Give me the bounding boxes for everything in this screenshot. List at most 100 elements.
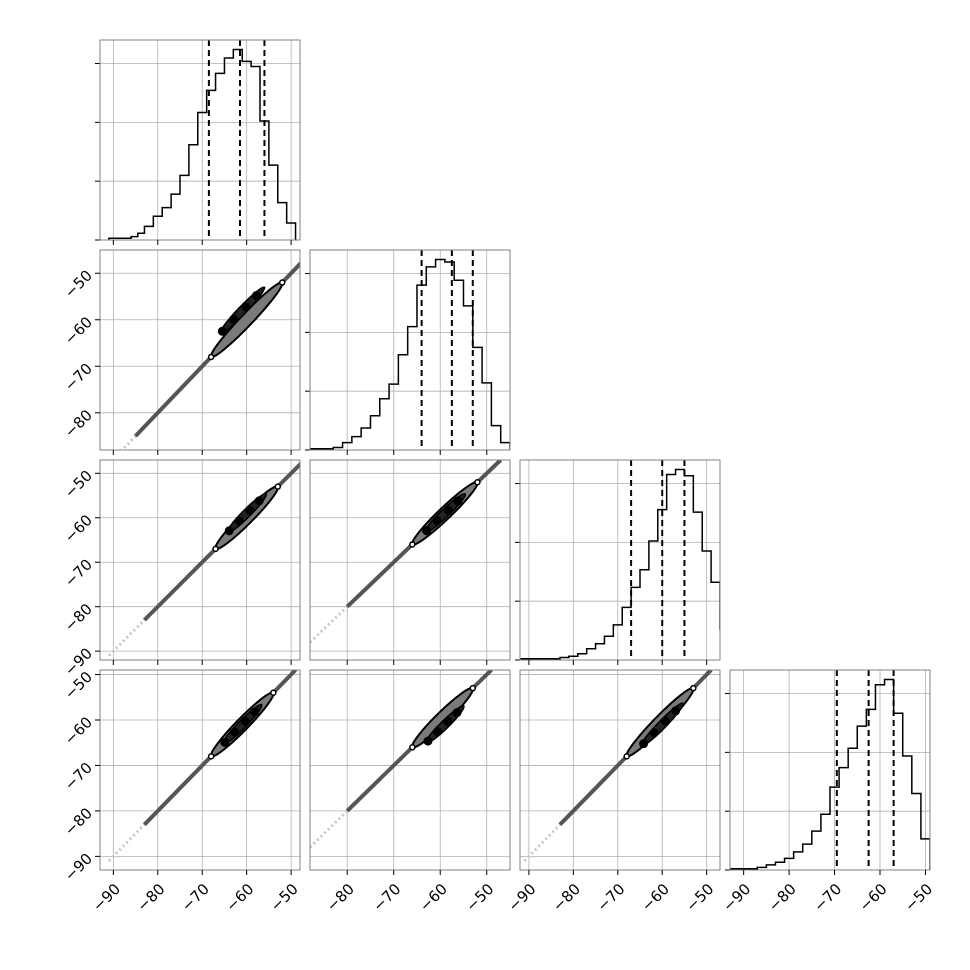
panel-3-2: −90 −80 −70 −60 −50 — [505, 669, 721, 915]
y-tick-label: −60 — [61, 713, 96, 748]
density-peak — [217, 326, 227, 336]
panel-content — [310, 460, 510, 660]
contour-end-point — [207, 353, 215, 361]
y-tick-label: −70 — [61, 360, 96, 395]
panel-3-3: −90 −80 −70 −60 −50 — [719, 669, 936, 915]
panel-3-0: −90 −80 −70 −60 −50−50−60−70−80−90 — [61, 668, 302, 915]
panel-content — [310, 250, 510, 450]
y-tick-label: −90 — [61, 850, 96, 885]
panel-content — [520, 670, 720, 870]
density-peak — [661, 716, 671, 726]
panel-frame — [99, 249, 301, 451]
panel-frame — [729, 669, 931, 871]
panel-content — [100, 460, 300, 660]
panel-frame — [309, 669, 511, 871]
density-peak — [251, 291, 261, 301]
panel-2-1 — [309, 459, 511, 665]
x-tick-label: −90 — [505, 880, 540, 915]
panel-content — [100, 250, 300, 450]
panel-1-1 — [305, 249, 511, 455]
density-peak — [240, 716, 250, 726]
panel-frame — [99, 459, 301, 661]
density-peak — [433, 727, 443, 737]
panel-content — [730, 670, 930, 870]
contour-end-point — [207, 753, 215, 760]
x-tick-label: −60 — [638, 880, 673, 915]
panel-content — [520, 460, 720, 660]
histogram-step — [310, 258, 510, 450]
x-tick-label: −50 — [267, 880, 302, 915]
x-tick-label: −80 — [765, 880, 800, 915]
x-tick-label: −50 — [901, 880, 936, 915]
density-peak — [250, 707, 260, 717]
density-peak — [220, 737, 230, 747]
density-peak — [234, 516, 244, 526]
histogram-step — [108, 48, 297, 240]
y-tick-label: −60 — [61, 313, 96, 348]
panel-0-0 — [95, 39, 301, 245]
panel-content — [310, 670, 510, 870]
density-peak — [229, 314, 239, 324]
contour-end-point — [623, 753, 630, 760]
panel-content — [100, 40, 300, 240]
density-peak — [230, 727, 240, 737]
x-tick-label: −60 — [856, 880, 891, 915]
x-tick-label: −50 — [682, 880, 717, 915]
y-tick-label: −80 — [61, 600, 96, 635]
y-tick-label: −60 — [61, 511, 96, 546]
density-peak — [241, 302, 251, 312]
panel-3-1: −80 −70 −60 −50 — [309, 669, 511, 915]
density-peak — [423, 736, 433, 746]
density-peak — [453, 496, 463, 506]
panel-frame — [309, 459, 511, 661]
density-peak — [443, 717, 453, 727]
panel-frame — [519, 669, 721, 871]
x-tick-label: −60 — [416, 880, 451, 915]
contour-end-point — [278, 279, 286, 286]
density-peak — [224, 526, 234, 536]
density-peak — [671, 706, 681, 716]
x-tick-label: −80 — [549, 880, 584, 915]
panel-1-0: −50 −60 −70 −80 — [61, 249, 301, 455]
contour-end-point — [270, 689, 277, 696]
panel-frame — [309, 249, 511, 451]
x-tick-label: −70 — [369, 880, 404, 915]
density-peak — [245, 505, 255, 515]
y-tick-label: −70 — [61, 556, 96, 591]
density-peak — [432, 516, 442, 526]
x-tick-label: −70 — [178, 880, 213, 915]
x-tick-label: −90 — [719, 880, 754, 915]
contour-end-point — [469, 684, 477, 692]
density-peak — [649, 728, 659, 738]
density-peak — [422, 526, 432, 536]
panel-2-0: −50−60−70−80−90 — [61, 459, 301, 680]
panel-2-2 — [515, 459, 721, 665]
contour-end-point — [409, 744, 416, 751]
density-peak — [639, 739, 649, 749]
contour-end-point — [690, 684, 697, 692]
contour-end-point — [274, 483, 282, 490]
contour-end-point — [212, 545, 219, 553]
x-tick-label: −60 — [222, 880, 257, 915]
x-tick-label: −70 — [810, 880, 845, 915]
x-tick-label: −50 — [462, 880, 497, 915]
histogram-step — [730, 678, 930, 870]
panel-frame — [519, 459, 721, 661]
x-tick-label: −80 — [133, 880, 168, 915]
density-peak — [254, 496, 264, 506]
x-tick-label: −90 — [89, 880, 124, 915]
y-tick-label: −50 — [61, 267, 96, 302]
histogram-step — [520, 468, 720, 660]
x-tick-label: −70 — [593, 880, 628, 915]
x-tick-label: −80 — [323, 880, 358, 915]
y-tick-label: −70 — [61, 759, 96, 794]
panel-frame — [99, 669, 301, 871]
density-peak — [443, 505, 453, 515]
contour-end-point — [409, 541, 416, 548]
panel-content — [100, 670, 300, 870]
y-tick-label: −80 — [61, 406, 96, 441]
panel-frame — [99, 39, 301, 241]
density-peak — [452, 708, 462, 718]
y-tick-label: −80 — [61, 804, 96, 839]
